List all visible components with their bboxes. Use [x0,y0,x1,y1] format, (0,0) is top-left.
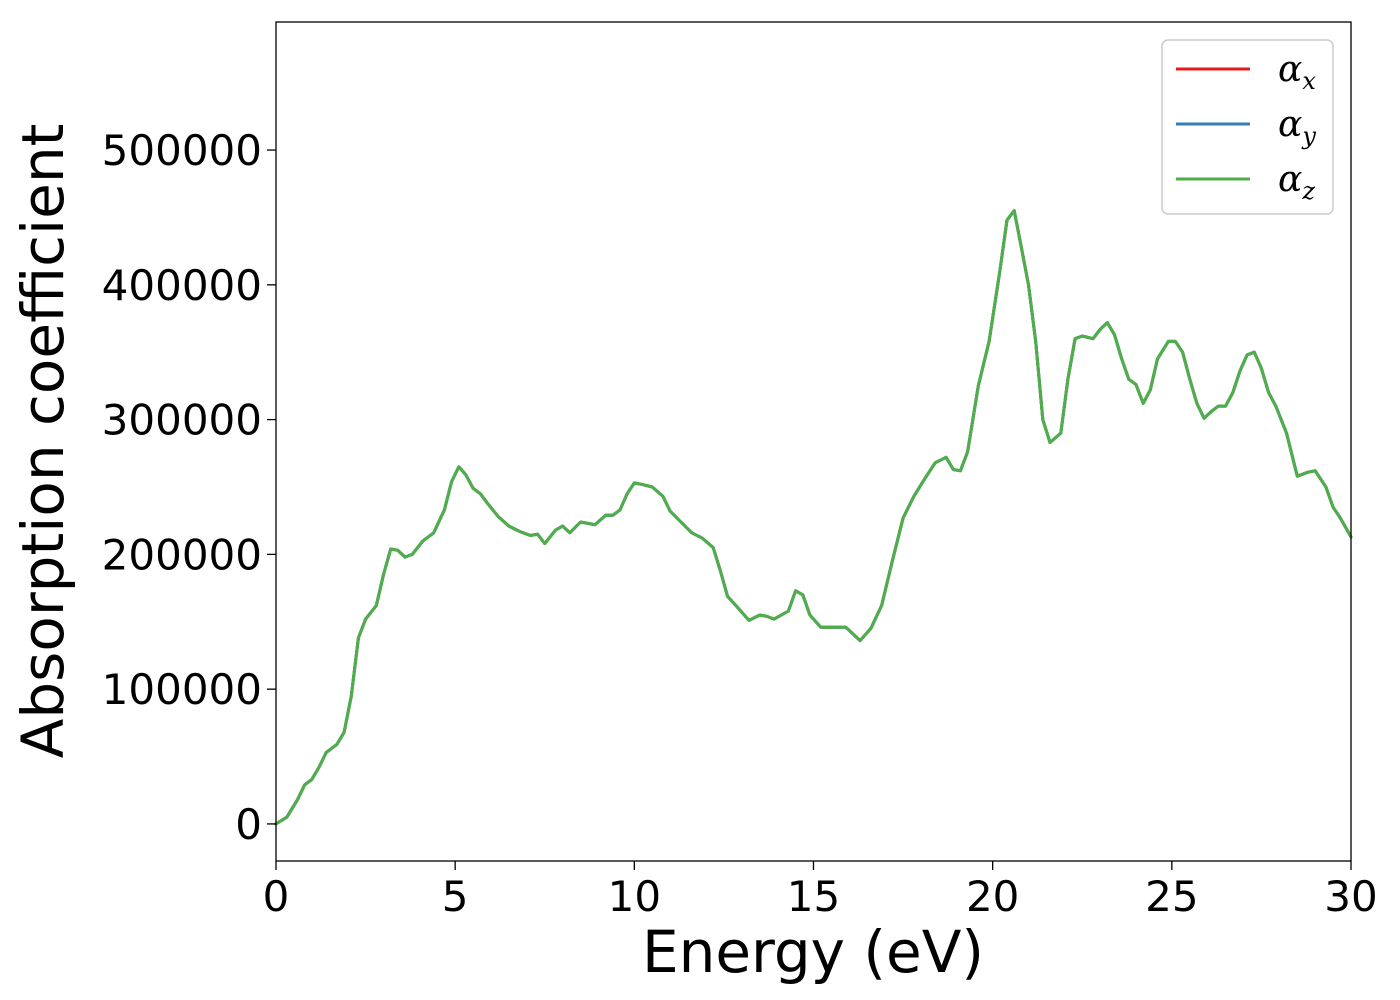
series-layer [274,209,1353,826]
series-line-2 [274,209,1353,826]
y-tick-label: 300000 [102,396,262,445]
y-axis-title: Absorption coefficient [9,124,77,759]
legend-label-2: αy [1278,104,1316,150]
y-tick-label: 100000 [102,665,262,714]
y-axis-ticks: 0 100000 200000 300000 400000 500000 [102,126,276,849]
legend-label-3: αz [1278,159,1315,205]
series-line-3 [274,209,1353,826]
y-tick-label: 0 [235,800,262,849]
x-tick-label: 25 [1145,872,1198,921]
x-tick-label: 30 [1324,872,1377,921]
x-tick-label: 20 [966,872,1019,921]
y-tick-label: 200000 [102,530,262,579]
legend-label-1: αx [1278,49,1316,95]
y-tick-label: 400000 [102,261,262,310]
series-line-1 [274,209,1353,826]
x-tick-label: 0 [263,872,290,921]
legend-box [1161,39,1334,215]
x-axis-title: Energy (eV) [642,918,984,986]
x-tick-label: 10 [608,872,661,921]
x-tick-label: 15 [787,872,840,921]
legend: αx αy αz [1161,39,1334,215]
x-tick-label: 5 [442,872,469,921]
y-tick-label: 500000 [102,126,262,175]
x-axis-ticks: 0 5 10 15 20 25 30 [263,861,1378,921]
